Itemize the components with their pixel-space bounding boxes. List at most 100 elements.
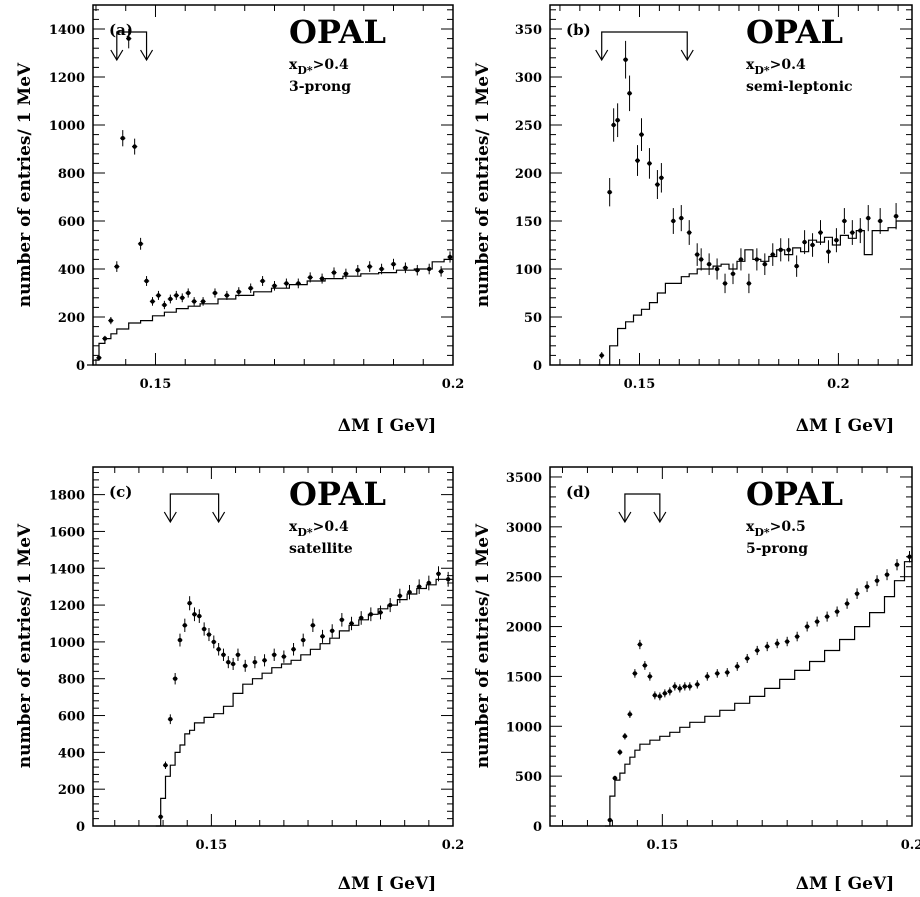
- data-marker: [281, 654, 287, 659]
- data-marker: [180, 295, 185, 300]
- data-point: [120, 130, 126, 147]
- x-tick-label: 0.2: [901, 838, 920, 853]
- y-tick-label: 1500: [506, 670, 542, 685]
- data-marker: [102, 336, 108, 341]
- data-point: [627, 75, 633, 112]
- data-point: [185, 288, 191, 298]
- data-point: [131, 138, 138, 155]
- data-marker: [722, 281, 728, 286]
- data-marker: [706, 262, 712, 267]
- data-marker: [212, 290, 218, 296]
- cut-variable: x: [289, 519, 298, 535]
- arrow-head: [163, 511, 177, 524]
- data-point: [310, 618, 316, 633]
- data-marker: [236, 289, 241, 294]
- data-point: [283, 278, 290, 289]
- data-point: [724, 668, 730, 677]
- data-marker: [794, 634, 800, 639]
- data-marker: [804, 624, 810, 629]
- data-marker: [216, 647, 221, 652]
- data-point: [368, 607, 374, 622]
- data-marker: [378, 610, 383, 615]
- panel-a: 0.15 0.2 0 200 400 600 800 1000 1200 1400 (a) OPAL x…: [15, 4, 464, 436]
- data-marker: [735, 664, 740, 669]
- data-point: [248, 283, 254, 293]
- data-point: [635, 145, 641, 176]
- y-axis-title: number of entries/ 1 MeV: [15, 62, 35, 307]
- data-point: [291, 642, 297, 656]
- data-marker: [150, 299, 155, 304]
- data-point: [259, 276, 266, 286]
- data-point: [137, 237, 144, 250]
- panel-label: (a): [109, 21, 133, 39]
- y-tick-label: 0: [76, 820, 85, 835]
- data-marker: [191, 299, 197, 304]
- cut-variable: x: [746, 519, 755, 535]
- arrow-head: [110, 49, 124, 62]
- data-point: [167, 294, 174, 304]
- data-point: [172, 672, 178, 685]
- data-point: [390, 258, 397, 270]
- data-marker: [786, 247, 791, 252]
- data-marker: [248, 286, 253, 291]
- panel-c: 0.15 0.2 0 200 400 600 800 1000 1200 1400 1600 1800…: [15, 466, 464, 894]
- data-marker: [784, 639, 790, 644]
- data-point: [802, 230, 808, 255]
- data-marker: [138, 241, 143, 246]
- data-marker: [144, 278, 149, 284]
- data-marker: [197, 613, 202, 619]
- data-point: [814, 616, 820, 627]
- background-histogram: [87, 258, 453, 366]
- data-point: [191, 607, 197, 622]
- data-marker: [623, 57, 628, 62]
- x-tick-label: 0.2: [827, 377, 850, 392]
- data-marker: [770, 252, 775, 257]
- data-point: [794, 255, 800, 277]
- data-marker: [174, 293, 179, 298]
- data-point: [108, 317, 114, 325]
- x-tick-label: 0.15: [140, 377, 172, 392]
- data-marker: [695, 682, 700, 687]
- data-marker: [114, 264, 120, 269]
- data-marker: [877, 218, 883, 224]
- data-point: [329, 624, 335, 638]
- data-point: [387, 598, 393, 613]
- data-point: [841, 208, 847, 234]
- bracket-line: [169, 493, 220, 522]
- cut-subscript: D*: [297, 526, 313, 539]
- data-marker: [221, 652, 226, 657]
- data-marker: [826, 249, 831, 254]
- x-axis-title: ΔM [ GeV]: [796, 416, 894, 436]
- data-marker: [655, 182, 660, 187]
- data-point: [686, 220, 692, 245]
- data-point: [622, 732, 628, 740]
- data-point: [407, 584, 413, 600]
- data-point: [319, 273, 325, 284]
- data-marker: [659, 175, 664, 180]
- data-point: [642, 661, 648, 670]
- data-point: [907, 551, 913, 563]
- data-marker: [854, 591, 860, 596]
- data-point: [236, 287, 242, 297]
- signal-window-bracket: [163, 493, 226, 524]
- data-marker: [844, 601, 850, 606]
- x-tick-label: 0.15: [196, 838, 228, 853]
- y-tick-label: 400: [58, 263, 85, 278]
- experiment-logo: OPAL: [289, 13, 386, 51]
- data-point: [355, 264, 361, 276]
- data-marker: [662, 691, 668, 696]
- data-point: [271, 648, 277, 661]
- data-marker: [158, 814, 163, 819]
- data-marker: [397, 593, 403, 599]
- data-point: [367, 261, 373, 272]
- data-point: [187, 596, 193, 611]
- experiment-logo: OPAL: [746, 475, 843, 513]
- data-marker: [607, 817, 613, 823]
- data-marker: [715, 671, 720, 676]
- y-tick-label: 250: [515, 119, 542, 134]
- data-marker: [714, 266, 720, 272]
- data-point: [196, 609, 202, 623]
- y-tick-label: 150: [515, 215, 542, 230]
- data-point: [818, 220, 824, 245]
- data-marker: [677, 686, 683, 691]
